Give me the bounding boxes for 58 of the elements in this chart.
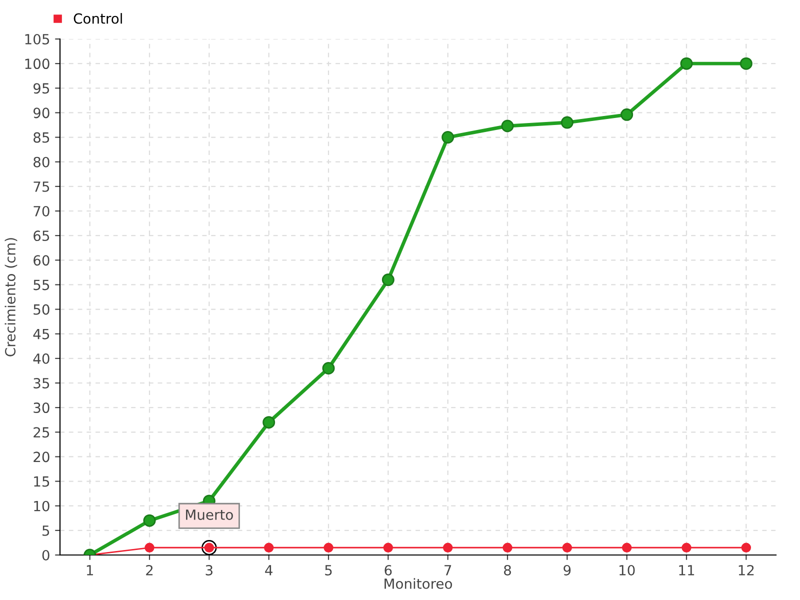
x-tick-label: 4 [265, 565, 272, 576]
y-tick-label: 105 [25, 34, 50, 44]
point [143, 514, 156, 527]
point [382, 274, 394, 286]
y-tick-label: 70 [34, 206, 50, 216]
y-tick-label: 60 [34, 255, 50, 266]
y-tick-label: 75 [34, 182, 50, 192]
point [740, 57, 752, 70]
y-tick-label: 90 [33, 108, 50, 118]
y-tick-label: 10 [34, 500, 50, 512]
point [501, 120, 514, 132]
point [682, 542, 692, 552]
x-tick-label: 7 [444, 565, 452, 576]
y-tick-label: 95 [33, 83, 50, 94]
y-tick-label: 50 [34, 304, 50, 315]
legend-label: Control [74, 13, 122, 24]
y-tick-label: 80 [34, 156, 50, 168]
y-tick-label: 40 [33, 353, 50, 364]
y-axis-title: Crecimiento (cm) [4, 238, 18, 356]
x-tick-label: 9 [564, 564, 571, 576]
x-tick-label: 8 [504, 564, 511, 576]
y-tick-label: 5 [42, 526, 50, 536]
y-tick-label: 55 [34, 280, 50, 290]
point [264, 542, 274, 552]
point [324, 542, 334, 552]
x-tick-label: 6 [384, 564, 392, 576]
annotation: Muerto [186, 510, 233, 520]
y-tick-label: 100 [25, 58, 50, 70]
x-tick-label: 12 [738, 564, 754, 576]
y-tick-label: 30 [34, 402, 50, 414]
point [502, 542, 512, 552]
y-tick-label: 20 [34, 452, 50, 462]
y-tick-label: 65 [34, 230, 50, 242]
y-tick-label: 45 [33, 329, 50, 340]
x-tick-label: 11 [679, 565, 694, 576]
x-axis-title: Monitoreo [384, 578, 452, 589]
point [680, 57, 693, 70]
point [620, 108, 634, 121]
point [262, 416, 276, 429]
y-tick-label: 35 [34, 378, 50, 388]
point [442, 131, 454, 144]
point [442, 542, 453, 552]
x-tick-label: 10 [620, 564, 635, 576]
point [144, 542, 154, 552]
y-tick-label: 85 [34, 132, 50, 143]
y-tick-label: 15 [34, 476, 50, 487]
point [622, 542, 632, 552]
y-tick-label: 0 [42, 550, 50, 560]
point [383, 542, 394, 552]
x-tick-label: 1 [86, 565, 93, 576]
x-tick-label: 3 [206, 564, 212, 576]
y-tick-label: 25 [34, 427, 50, 438]
point [741, 542, 752, 552]
point [560, 116, 574, 129]
x-tick-label: 2 [146, 564, 153, 576]
point [562, 542, 572, 552]
point [322, 362, 335, 375]
x-tick-label: 5 [325, 565, 332, 576]
